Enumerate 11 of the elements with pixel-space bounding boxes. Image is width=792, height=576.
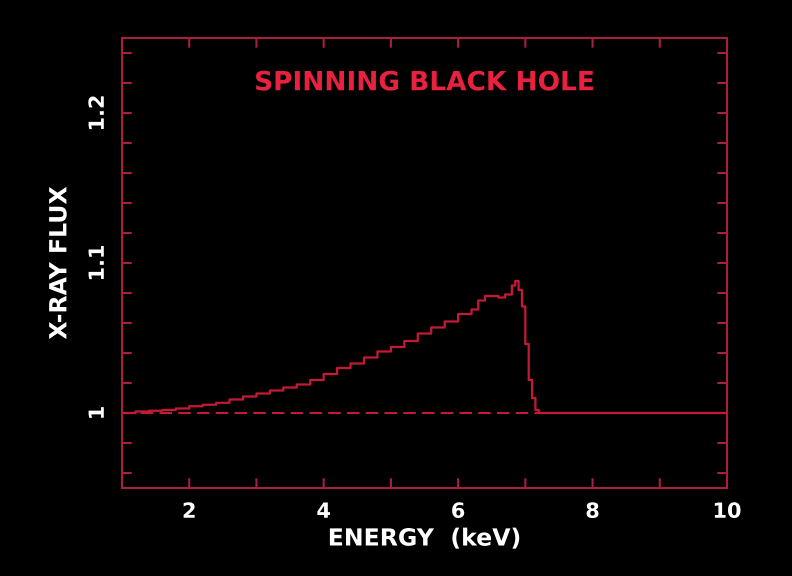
- x-tick-label: 2: [184, 502, 195, 518]
- x-axis-title: ENERGY (keV): [330, 528, 520, 549]
- y-tick-label: 1.1: [88, 246, 104, 280]
- x-tick-label: 10: [714, 502, 740, 518]
- x-tick-label: 6: [452, 502, 464, 518]
- text: SPINNING BLACK HOLE: [256, 70, 593, 91]
- y-tick-label: 1: [88, 407, 104, 418]
- x-tick-label: 8: [586, 502, 599, 518]
- x-tick-label: 4: [317, 502, 330, 518]
- y-tick-label: 1.2: [88, 96, 104, 130]
- y-axis-title: X-RAY FLUX: [49, 186, 67, 340]
